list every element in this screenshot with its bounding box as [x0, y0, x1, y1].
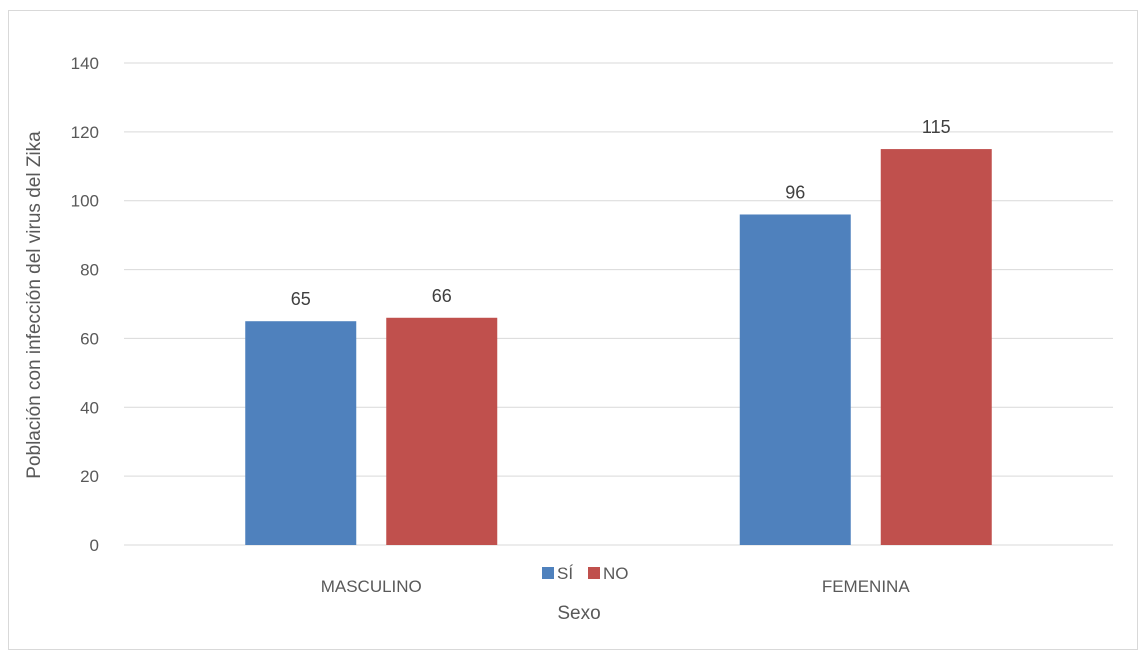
data-labels: 65 66 96 115	[291, 117, 951, 309]
x-axis-title: Sexo	[557, 603, 600, 624]
bar-chart: 0 20 40 60 80 100 120 140 65 66 96 115 MASCULINO FE…	[24, 54, 1113, 624]
bar-masculino-no	[386, 317, 498, 545]
y-tick-label-80: 80	[80, 261, 99, 280]
y-tick-label-40: 40	[80, 398, 99, 417]
legend-swatch-si	[542, 567, 554, 579]
y-tick-label-100: 100	[71, 192, 99, 211]
x-axis-ticks: MASCULINO FEMENINA	[321, 577, 911, 596]
bars	[245, 149, 992, 546]
legend: SÍ NO	[542, 564, 629, 583]
legend-label-si: SÍ	[557, 564, 573, 583]
data-label-femenina-no: 115	[922, 117, 951, 137]
legend-swatch-no	[588, 567, 600, 579]
y-axis-ticks: 0 20 40 60 80 100 120 140	[71, 54, 99, 555]
data-label-masculino-no: 66	[432, 286, 452, 306]
y-tick-label-140: 140	[71, 54, 99, 73]
x-tick-label-masculino: MASCULINO	[321, 577, 422, 596]
bar-femenina-si	[739, 214, 851, 545]
bar-masculino-si	[245, 321, 357, 545]
y-axis-title: Población con infección del virus del Zi…	[24, 131, 45, 479]
y-tick-label-0: 0	[90, 536, 99, 555]
bar-femenina-no	[880, 149, 992, 546]
y-tick-label-120: 120	[71, 123, 99, 142]
data-label-masculino-si: 65	[291, 289, 311, 309]
y-tick-label-20: 20	[80, 467, 99, 486]
y-tick-label-60: 60	[80, 329, 99, 348]
x-tick-label-femenina: FEMENINA	[822, 577, 911, 596]
legend-label-no: NO	[603, 564, 629, 583]
data-label-femenina-si: 96	[785, 182, 805, 202]
